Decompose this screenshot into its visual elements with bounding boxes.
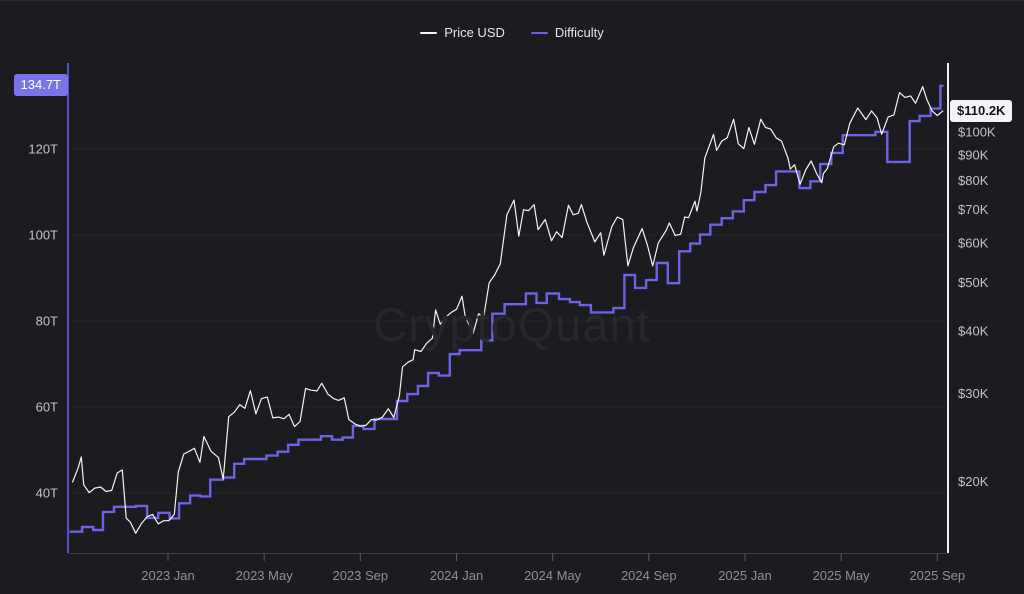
legend-item-price-usd[interactable]: Price USD [420, 25, 505, 40]
y-right-tick-label: $80K [958, 173, 989, 188]
difficulty-line-swatch [530, 31, 548, 34]
y-right-tick-label: $60K [958, 235, 989, 250]
y-right-tick-label: $90K [958, 147, 989, 162]
y-right-tick-label: $70K [958, 202, 989, 217]
x-axis-tick-label: 2025 Jan [718, 568, 772, 583]
x-axis-tick-label: 2024 Sep [621, 568, 677, 583]
difficulty-line [69, 84, 944, 533]
legend-item-difficulty[interactable]: Difficulty [530, 25, 604, 40]
x-axis-tick-label: 2025 May [813, 568, 871, 583]
y-right-tick-label: $50K [958, 275, 989, 290]
y-left-tick-label: 100T [28, 228, 58, 243]
y-left-tick-label: 40T [36, 486, 58, 501]
y-right-tick-label: $40K [958, 323, 989, 338]
x-axis-tick-label: 2024 May [524, 568, 582, 583]
x-axis-tick-label: 2023 Sep [332, 568, 388, 583]
chart-legend: Price USD Difficulty [0, 25, 1024, 40]
y-right-tick-label: $20K [958, 474, 989, 489]
x-axis-tick-label: 2024 Jan [430, 568, 484, 583]
legend-label-price-usd: Price USD [444, 25, 505, 40]
difficulty-current-value-badge: 134.7T [13, 73, 68, 96]
price-current-value-badge: $110.2K [950, 99, 1013, 122]
y-right-tick-label: $100K [958, 125, 996, 140]
y-right-tick-label: $30K [958, 386, 989, 401]
price-line-swatch [420, 31, 438, 34]
x-axis-tick-label: 2023 Jan [141, 568, 195, 583]
x-axis-tick-label: 2025 Sep [909, 568, 965, 583]
y-left-tick-label: 80T [36, 314, 58, 329]
price-line [72, 85, 944, 534]
y-left-tick-label: 60T [36, 400, 58, 415]
legend-label-difficulty: Difficulty [554, 25, 604, 40]
x-axis-tick-label: 2023 May [236, 568, 294, 583]
y-left-tick-label: 120T [28, 142, 58, 157]
